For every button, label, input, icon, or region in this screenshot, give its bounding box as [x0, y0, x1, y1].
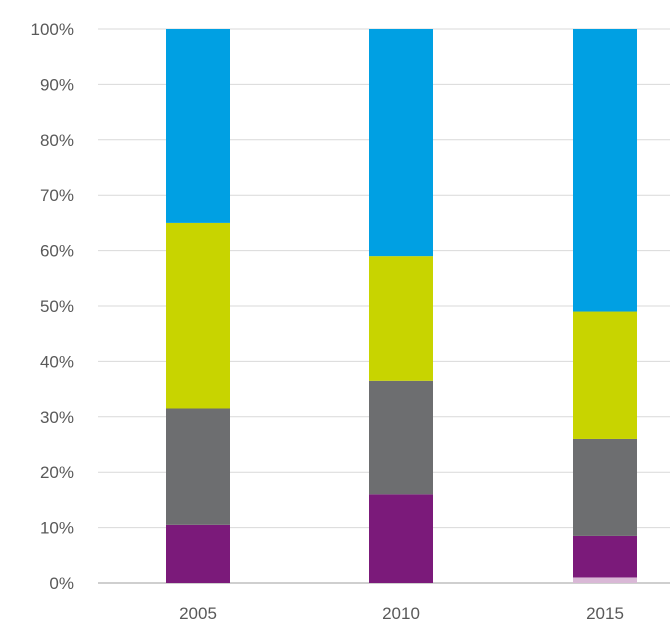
- y-tick-label: 40%: [40, 352, 74, 371]
- y-tick-label: 10%: [40, 519, 74, 538]
- x-category-label: 2010: [382, 604, 420, 623]
- bar-segment: [166, 408, 230, 525]
- bar-segment: [573, 438, 637, 536]
- bar-segment: [573, 311, 637, 439]
- bar-segment: [573, 535, 637, 578]
- y-tick-label: 20%: [40, 463, 74, 482]
- x-category-label: 2005: [179, 604, 217, 623]
- y-tick-label: 70%: [40, 186, 74, 205]
- y-tick-label: 60%: [40, 242, 74, 261]
- x-category-label: 2015: [586, 604, 624, 623]
- bar-segment: [573, 577, 637, 583]
- y-axis-ticks: 0% 10% 20% 30% 40% 50% 60% 70% 80% 90% 100%: [31, 20, 74, 593]
- y-tick-label: 90%: [40, 75, 74, 94]
- y-tick-label: 50%: [40, 297, 74, 316]
- x-axis-labels: 2005 2010 2015: [179, 604, 624, 623]
- bar-segment: [369, 494, 433, 583]
- bar-segment: [369, 29, 433, 257]
- bar-segment: [369, 256, 433, 381]
- y-tick-label: 100%: [31, 20, 74, 39]
- bar-segment: [166, 524, 230, 583]
- bars: [166, 29, 637, 583]
- y-tick-label: 30%: [40, 408, 74, 427]
- bar-segment: [369, 380, 433, 495]
- y-tick-label: 0%: [49, 574, 74, 593]
- bar-segment: [166, 29, 230, 223]
- bar-segment: [573, 29, 637, 312]
- y-tick-label: 80%: [40, 131, 74, 150]
- bar-segment: [166, 222, 230, 409]
